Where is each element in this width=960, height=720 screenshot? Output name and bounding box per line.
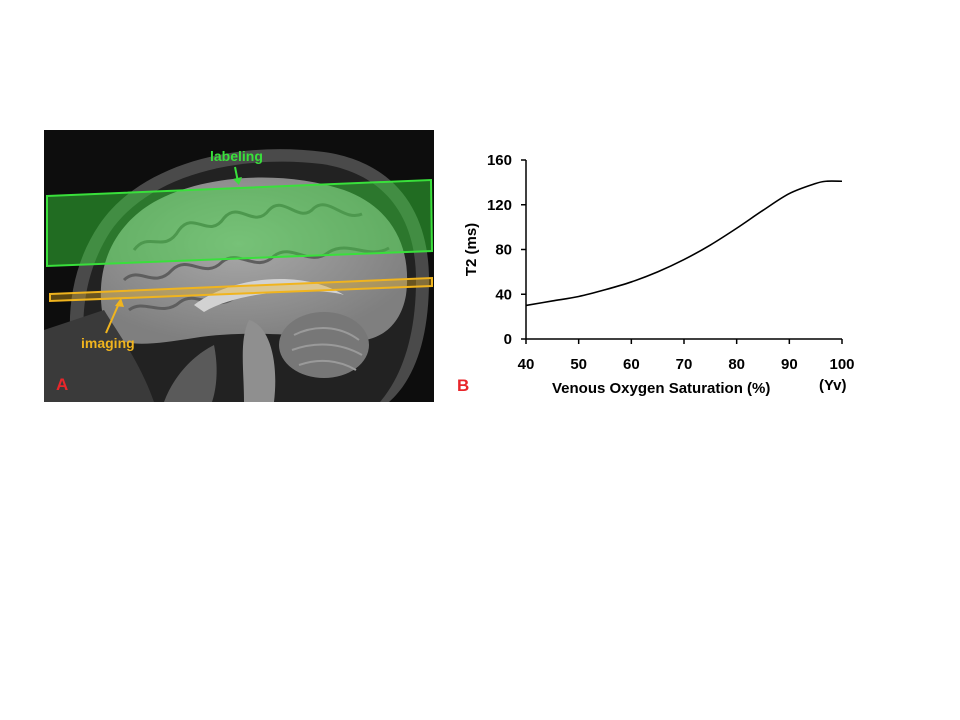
x-axis-label-suffix: (Yv) — [819, 377, 847, 394]
mri-sagittal-image: labeling imaging — [44, 130, 434, 402]
y-axis-label: T2 (ms) — [463, 223, 480, 276]
y-tick-label: 160 — [487, 152, 512, 169]
x-axis-label: Venous Oxygen Saturation (%) — [552, 380, 770, 397]
x-tick-label: 70 — [676, 356, 693, 373]
imaging-label: imaging — [81, 335, 135, 351]
x-tick-label: 50 — [570, 356, 587, 373]
y-tick-label: 40 — [495, 286, 512, 303]
face-region — [44, 310, 154, 402]
panel-letter-a: A — [56, 375, 69, 394]
y-tick-label: 0 — [504, 331, 512, 348]
chart-ticks: 0 40 80 120 160 40 50 60 70 80 90 100 — [487, 152, 855, 373]
t2-chart: 0 40 80 120 160 40 50 60 70 80 90 100 T2 (ms) Venou… — [463, 152, 855, 397]
x-tick-label: 60 — [623, 356, 640, 373]
x-tick-label: 100 — [829, 356, 854, 373]
y-tick-label: 120 — [487, 197, 512, 214]
brainstem — [242, 320, 276, 402]
x-tick-label: 40 — [518, 356, 535, 373]
chart-series — [525, 180, 843, 307]
mri-illustration: labeling imaging — [44, 130, 434, 402]
imaging-slab — [49, 276, 433, 303]
labeling-slab — [46, 178, 434, 268]
labeling-label: labeling — [210, 148, 263, 164]
chart-axes — [525, 160, 842, 340]
y-tick-label: 80 — [495, 242, 512, 259]
series-line — [525, 180, 843, 307]
panel-letter-b: B — [457, 376, 470, 395]
x-tick-label: 80 — [728, 356, 745, 373]
x-tick-label: 90 — [781, 356, 798, 373]
imaging-arrow — [105, 300, 121, 334]
